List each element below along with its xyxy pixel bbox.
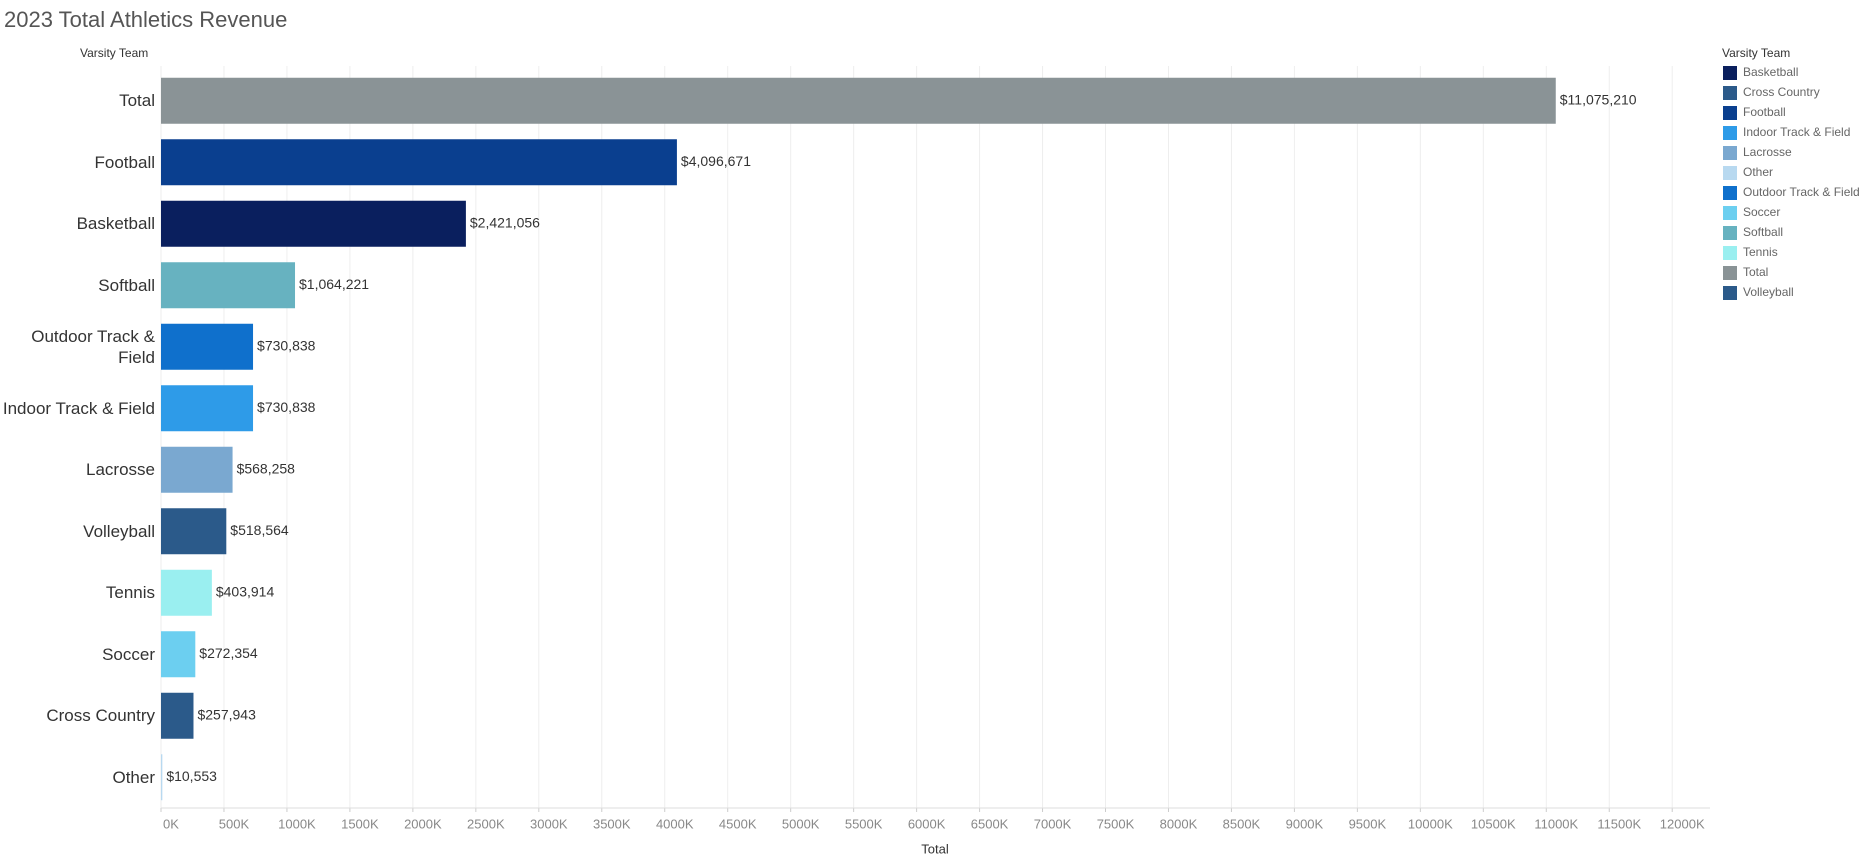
x-tick-label: 1000K — [278, 816, 316, 831]
y-tick-label: Outdoor Track & Field — [31, 326, 155, 367]
bar — [161, 200, 466, 247]
x-tick-label: 2000K — [404, 816, 442, 831]
legend-swatch — [1723, 286, 1737, 300]
chart-title: 2023 Total Athletics Revenue — [4, 7, 287, 32]
legend-swatch — [1723, 226, 1737, 240]
bar — [161, 569, 212, 616]
x-tick-label: 6000K — [908, 816, 946, 831]
value-label: $730,838 — [257, 337, 316, 353]
value-label: $10,553 — [166, 768, 217, 784]
x-tick-label: 10500K — [1471, 816, 1516, 831]
x-tick-label: 3000K — [530, 816, 568, 831]
x-tick-label: 9500K — [1349, 816, 1387, 831]
bar — [161, 385, 254, 432]
y-tick-label: Cross Country — [46, 706, 155, 726]
legend-swatch — [1723, 186, 1737, 200]
bar — [161, 692, 194, 739]
legend-swatch — [1723, 166, 1737, 180]
y-tick-label: Volleyball — [83, 521, 155, 541]
legend-swatch — [1723, 266, 1737, 280]
legend-label: Softball — [1743, 225, 1783, 239]
y-axis-header: Varsity Team — [80, 46, 148, 60]
value-label: $257,943 — [197, 706, 256, 722]
value-label: $2,421,056 — [470, 214, 540, 230]
x-tick-label: 5500K — [845, 816, 883, 831]
legend-label: Tennis — [1743, 245, 1778, 259]
bar — [161, 139, 677, 186]
x-tick-label: 7000K — [1034, 816, 1072, 831]
legend-swatch — [1723, 66, 1737, 80]
legend-label: Soccer — [1743, 205, 1780, 219]
x-tick-label: 7500K — [1097, 816, 1135, 831]
value-label: $518,564 — [230, 522, 289, 538]
x-tick-label: 6500K — [971, 816, 1009, 831]
legend-label: Indoor Track & Field — [1743, 125, 1850, 139]
bar — [161, 631, 196, 678]
legend-label: Other — [1743, 165, 1773, 179]
legend-swatch — [1723, 246, 1737, 260]
x-tick-label: 8500K — [1223, 816, 1261, 831]
x-tick-label: 4500K — [719, 816, 757, 831]
x-tick-label: 2500K — [467, 816, 505, 831]
bar — [161, 446, 233, 493]
value-label: $11,075,210 — [1560, 91, 1637, 107]
value-label: $4,096,671 — [681, 153, 751, 169]
legend-label: Football — [1743, 105, 1786, 119]
y-tick-label: Lacrosse — [86, 460, 155, 480]
x-tick-label: 3500K — [593, 816, 631, 831]
value-label: $568,258 — [237, 460, 296, 476]
x-tick-label: 11000K — [1534, 816, 1578, 831]
x-tick-label: 1500K — [341, 816, 379, 831]
value-label: $1,064,221 — [299, 276, 369, 292]
legend-label: Basketball — [1743, 65, 1798, 79]
legend-label: Outdoor Track & Field — [1743, 185, 1860, 199]
x-tick-label: 12000K — [1660, 816, 1705, 831]
legend-label: Cross Country — [1743, 85, 1820, 99]
x-tick-label: 8000K — [1160, 816, 1198, 831]
legend-swatch — [1723, 146, 1737, 160]
bar — [161, 323, 254, 370]
value-label: $403,914 — [216, 583, 275, 599]
legend-label: Total — [1743, 265, 1768, 279]
x-axis-title: Total — [921, 841, 949, 856]
legend-label: Lacrosse — [1743, 145, 1792, 159]
bar — [161, 262, 296, 309]
y-tick-label: Soccer — [102, 644, 155, 664]
bar — [161, 754, 163, 801]
y-tick-label: Football — [94, 152, 155, 172]
y-tick-label: Other — [112, 767, 155, 787]
bar — [161, 508, 227, 555]
x-tick-label: 500K — [219, 816, 250, 831]
y-tick-label: Basketball — [76, 214, 155, 234]
legend-swatch — [1723, 126, 1737, 140]
y-tick-label: Softball — [98, 275, 155, 295]
y-tick-label: Indoor Track & Field — [2, 398, 155, 418]
value-label: $272,354 — [199, 645, 258, 661]
legend-swatch — [1723, 106, 1737, 120]
x-tick-label: 10000K — [1408, 816, 1453, 831]
y-tick-label: Total — [119, 91, 155, 111]
y-tick-label: Tennis — [105, 583, 155, 603]
legend-label: Volleyball — [1743, 285, 1794, 299]
x-tick-label: 4000K — [656, 816, 694, 831]
x-tick-label: 0K — [163, 816, 179, 831]
legend-title: Varsity Team — [1722, 46, 1790, 60]
value-label: $730,838 — [257, 399, 316, 415]
x-tick-label: 11500K — [1597, 816, 1641, 831]
x-tick-label: 9000K — [1286, 816, 1324, 831]
bar — [161, 77, 1556, 124]
x-tick-label: 5000K — [782, 816, 820, 831]
legend-swatch — [1723, 206, 1737, 220]
legend-swatch — [1723, 86, 1737, 100]
